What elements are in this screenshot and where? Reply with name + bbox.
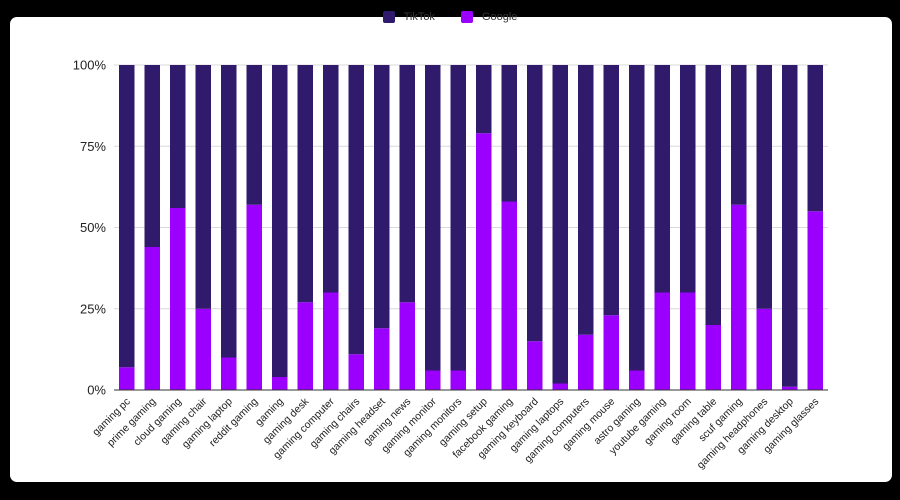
bar-google-gaming-glasses[interactable]: [807, 211, 824, 390]
legend-item-google[interactable]: Google: [460, 11, 518, 23]
legend-swatch-google: [460, 11, 473, 23]
bar-google-gaming-monitors[interactable]: [450, 370, 467, 391]
bar-tiktok-gaming-laptop[interactable]: [221, 65, 237, 358]
bar-tiktok-gaming[interactable]: [272, 65, 288, 377]
legend: TikTok Google: [0, 8, 900, 26]
bar-tiktok-gaming-headset[interactable]: [374, 65, 390, 329]
bar-tiktok-facebook-gaming[interactable]: [501, 65, 518, 202]
bar-tiktok-reddit-gaming[interactable]: [246, 65, 263, 205]
y-tick-label: 50%: [80, 220, 106, 235]
y-tick-label: 75%: [80, 139, 106, 154]
bar-tiktok-gaming-glasses[interactable]: [807, 65, 824, 212]
legend-label-google: Google: [481, 11, 518, 23]
bar-google-gaming-setup[interactable]: [476, 133, 492, 390]
bar-google-gaming-monitor[interactable]: [425, 370, 441, 391]
bar-tiktok-gaming-desk[interactable]: [297, 65, 314, 303]
bar-google-gaming-news[interactable]: [399, 302, 416, 390]
bar-tiktok-youtube-gaming[interactable]: [654, 65, 671, 293]
bar-google-reddit-gaming[interactable]: [246, 204, 263, 390]
bar-google-gaming-chair[interactable]: [195, 308, 212, 390]
bar-tiktok-gaming-monitor[interactable]: [425, 65, 441, 371]
bar-google-gaming-chairs[interactable]: [348, 354, 365, 390]
bar-tiktok-gaming-pc[interactable]: [119, 65, 135, 368]
bar-tiktok-gaming-chair[interactable]: [195, 65, 212, 309]
bar-tiktok-gaming-chairs[interactable]: [348, 65, 365, 355]
bar-google-cloud-gaming[interactable]: [170, 208, 186, 390]
bar-google-gaming-pc[interactable]: [119, 367, 135, 390]
legend-item-tiktok[interactable]: TikTok: [382, 11, 435, 23]
bar-google-gaming[interactable]: [272, 377, 288, 390]
y-tick-label: 0%: [87, 383, 106, 398]
bar-tiktok-gaming-room[interactable]: [680, 65, 696, 293]
bar-google-gaming-headphones[interactable]: [756, 308, 773, 390]
bar-tiktok-gaming-headphones[interactable]: [756, 65, 773, 309]
bar-google-gaming-desk[interactable]: [297, 302, 314, 390]
legend-label-tiktok: TikTok: [403, 11, 435, 23]
bar-tiktok-astro-gaming[interactable]: [629, 65, 645, 371]
bar-google-youtube-gaming[interactable]: [654, 292, 671, 391]
bar-tiktok-gaming-desktop[interactable]: [782, 65, 798, 387]
bar-tiktok-cloud-gaming[interactable]: [170, 65, 186, 208]
bar-google-gaming-mouse[interactable]: [603, 315, 620, 390]
bar-google-facebook-gaming[interactable]: [501, 201, 518, 391]
bar-google-gaming-laptop[interactable]: [221, 357, 237, 391]
bar-google-gaming-room[interactable]: [680, 292, 696, 391]
bar-tiktok-gaming-keyboard[interactable]: [527, 65, 543, 342]
bar-google-gaming-laptops[interactable]: [552, 383, 569, 391]
bar-google-gaming-desktop[interactable]: [782, 386, 798, 390]
bar-google-astro-gaming[interactable]: [629, 370, 645, 391]
bar-tiktok-gaming-computer[interactable]: [323, 65, 339, 293]
bar-google-gaming-computer[interactable]: [323, 292, 339, 391]
bar-google-gaming-table[interactable]: [705, 325, 722, 390]
legend-swatch-tiktok: [382, 11, 395, 23]
bar-tiktok-gaming-table[interactable]: [705, 65, 722, 325]
bar-tiktok-gaming-setup[interactable]: [476, 65, 492, 134]
bar-google-scuf-gaming[interactable]: [731, 204, 747, 390]
bar-tiktok-scuf-gaming[interactable]: [731, 65, 747, 205]
bar-tiktok-gaming-news[interactable]: [399, 65, 416, 303]
bar-google-gaming-headset[interactable]: [374, 328, 390, 390]
bar-google-gaming-computers[interactable]: [578, 334, 594, 390]
bar-tiktok-prime-gaming[interactable]: [144, 65, 161, 247]
bar-google-prime-gaming[interactable]: [144, 247, 161, 390]
bar-tiktok-gaming-laptops[interactable]: [552, 65, 569, 384]
y-tick-label: 25%: [80, 301, 106, 316]
bar-tiktok-gaming-computers[interactable]: [578, 65, 594, 335]
bar-tiktok-gaming-monitors[interactable]: [450, 65, 467, 371]
bar-tiktok-gaming-mouse[interactable]: [603, 65, 620, 316]
y-tick-label: 100%: [73, 58, 107, 73]
bar-google-gaming-keyboard[interactable]: [527, 341, 543, 390]
